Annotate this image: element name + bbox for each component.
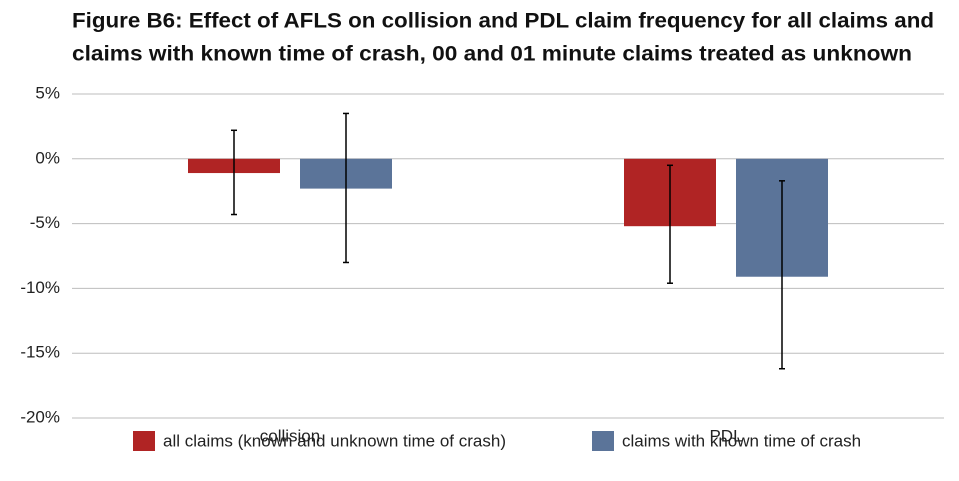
error-bar — [231, 129, 237, 216]
y-tick-label: -20% — [20, 407, 60, 426]
y-tick-label: -5% — [30, 213, 60, 232]
y-tick-label: -15% — [20, 343, 60, 362]
legend-swatch — [592, 431, 614, 451]
error-bar — [779, 180, 785, 370]
x-tick-label: collision — [260, 426, 320, 445]
y-tick-label: -10% — [20, 278, 60, 297]
x-tick-label: PDL — [709, 426, 742, 445]
chart-title: claims with known time of crash, 00 and … — [72, 43, 912, 66]
y-tick-label: 0% — [35, 148, 60, 167]
legend-label: claims with known time of crash — [622, 431, 861, 450]
chart-title: Figure B6: Effect of AFLS on collision a… — [72, 10, 934, 33]
y-tick-label: 5% — [35, 83, 60, 102]
error-bar — [667, 164, 673, 284]
legend-label: all claims (known and unknown time of cr… — [163, 431, 506, 450]
error-bar — [343, 112, 349, 264]
legend-swatch — [133, 431, 155, 451]
